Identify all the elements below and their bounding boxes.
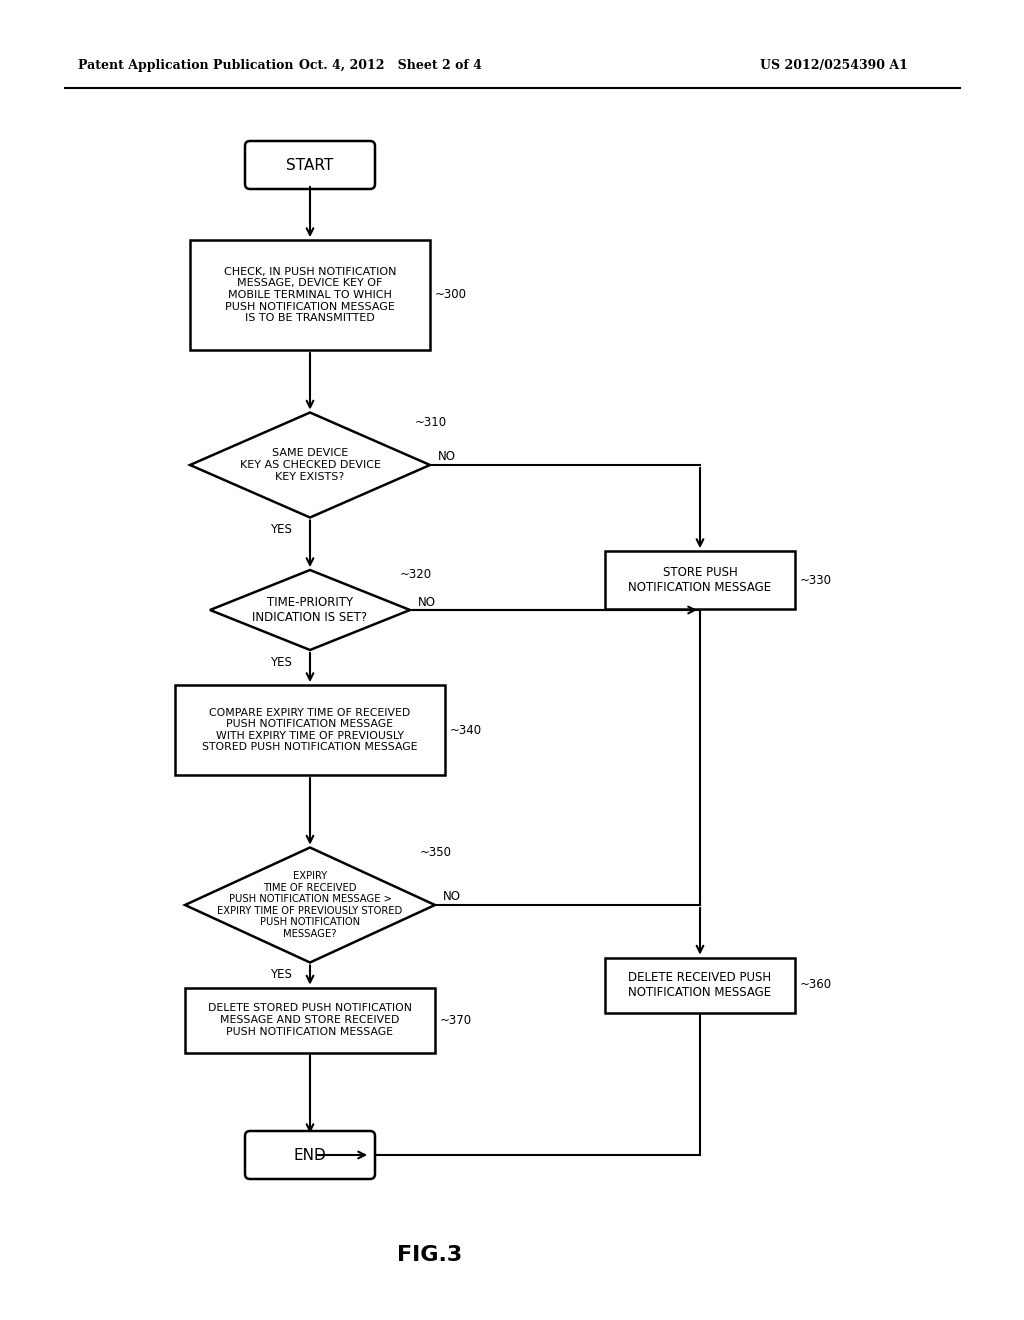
FancyBboxPatch shape xyxy=(605,957,795,1012)
Text: END: END xyxy=(294,1147,327,1163)
Polygon shape xyxy=(190,412,430,517)
Text: STORE PUSH
NOTIFICATION MESSAGE: STORE PUSH NOTIFICATION MESSAGE xyxy=(629,566,771,594)
Text: COMPARE EXPIRY TIME OF RECEIVED
PUSH NOTIFICATION MESSAGE
WITH EXPIRY TIME OF PR: COMPARE EXPIRY TIME OF RECEIVED PUSH NOT… xyxy=(203,708,418,752)
Text: SAME DEVICE
KEY AS CHECKED DEVICE
KEY EXISTS?: SAME DEVICE KEY AS CHECKED DEVICE KEY EX… xyxy=(240,449,381,482)
Text: ~370: ~370 xyxy=(440,1014,472,1027)
Text: ~300: ~300 xyxy=(435,289,467,301)
Text: Oct. 4, 2012   Sheet 2 of 4: Oct. 4, 2012 Sheet 2 of 4 xyxy=(299,58,481,71)
Text: ~310: ~310 xyxy=(415,416,447,429)
Text: NO: NO xyxy=(443,891,461,903)
Polygon shape xyxy=(210,570,410,649)
Text: EXPIRY
TIME OF RECEIVED
PUSH NOTIFICATION MESSAGE >
EXPIRY TIME OF PREVIOUSLY ST: EXPIRY TIME OF RECEIVED PUSH NOTIFICATIO… xyxy=(217,871,402,939)
Text: NO: NO xyxy=(438,450,456,463)
Text: YES: YES xyxy=(270,523,292,536)
Polygon shape xyxy=(185,847,435,962)
Text: ~340: ~340 xyxy=(450,723,482,737)
Text: FIG.3: FIG.3 xyxy=(397,1245,463,1265)
Text: START: START xyxy=(287,157,334,173)
Text: ~350: ~350 xyxy=(420,846,452,859)
Text: TIME-PRIORITY
INDICATION IS SET?: TIME-PRIORITY INDICATION IS SET? xyxy=(253,597,368,624)
Text: US 2012/0254390 A1: US 2012/0254390 A1 xyxy=(760,58,908,71)
FancyBboxPatch shape xyxy=(605,550,795,609)
Text: ~330: ~330 xyxy=(800,573,831,586)
FancyBboxPatch shape xyxy=(185,987,435,1052)
Text: DELETE RECEIVED PUSH
NOTIFICATION MESSAGE: DELETE RECEIVED PUSH NOTIFICATION MESSAG… xyxy=(629,972,771,999)
FancyBboxPatch shape xyxy=(175,685,445,775)
Text: ~320: ~320 xyxy=(400,569,432,582)
Text: YES: YES xyxy=(270,656,292,668)
Text: DELETE STORED PUSH NOTIFICATION
MESSAGE AND STORE RECEIVED
PUSH NOTIFICATION MES: DELETE STORED PUSH NOTIFICATION MESSAGE … xyxy=(208,1003,412,1036)
Text: Patent Application Publication: Patent Application Publication xyxy=(78,58,294,71)
Text: ~360: ~360 xyxy=(800,978,833,991)
FancyBboxPatch shape xyxy=(245,141,375,189)
FancyBboxPatch shape xyxy=(245,1131,375,1179)
FancyBboxPatch shape xyxy=(190,240,430,350)
Text: YES: YES xyxy=(270,968,292,981)
Text: NO: NO xyxy=(418,595,436,609)
Text: CHECK, IN PUSH NOTIFICATION
MESSAGE, DEVICE KEY OF
MOBILE TERMINAL TO WHICH
PUSH: CHECK, IN PUSH NOTIFICATION MESSAGE, DEV… xyxy=(224,267,396,323)
